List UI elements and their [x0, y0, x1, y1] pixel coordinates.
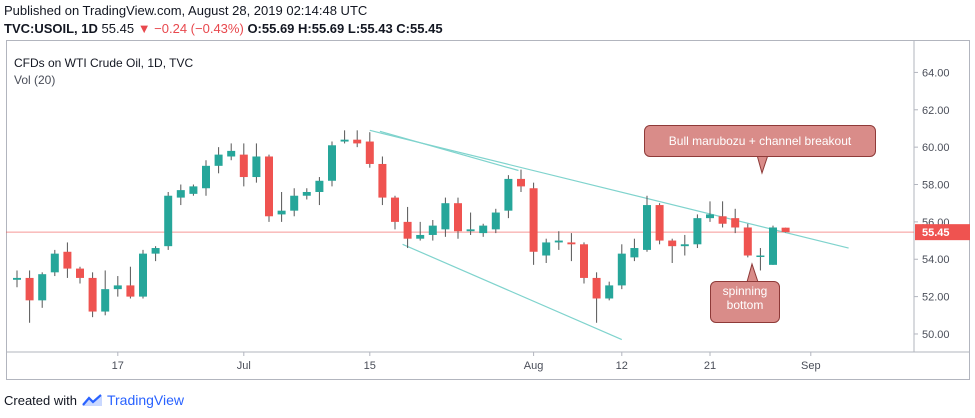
y-tick-label: 60.00 — [922, 142, 950, 154]
y-tick-label: 62.00 — [922, 105, 950, 117]
channel-trendline — [369, 129, 849, 249]
candle-up — [139, 253, 147, 297]
candle-down — [781, 227, 790, 233]
candle-up — [479, 225, 488, 234]
candle-down — [265, 156, 273, 217]
candle-up — [189, 186, 198, 194]
candle-down — [25, 277, 34, 301]
ticker-summary: TVC:USOIL, 1D 55.45 ▼ −0.24 (−0.43%) O:5… — [4, 21, 443, 36]
candle-up — [643, 205, 651, 250]
candle-up — [277, 210, 286, 215]
candle-up — [202, 165, 210, 189]
x-tick-label: 15 — [364, 360, 376, 372]
volume-indicator-label: Vol (20) — [14, 73, 56, 87]
candle-up — [227, 150, 236, 157]
candle-up — [315, 180, 324, 192]
candle-down — [668, 240, 677, 247]
candle-up — [605, 285, 614, 299]
candle-up — [38, 274, 47, 301]
x-tick-label: 12 — [616, 360, 628, 372]
channel-trendline — [379, 130, 519, 172]
x-tick-label: 21 — [704, 360, 716, 372]
candle-up — [630, 248, 639, 258]
footer-created-with: Created with — [4, 392, 77, 408]
candle-down — [391, 197, 399, 222]
candle-down — [126, 285, 135, 297]
candle-up — [214, 154, 223, 166]
candle-up — [466, 229, 475, 232]
candle-down — [655, 205, 664, 241]
candle-up — [290, 195, 299, 211]
price-change: ▼ −0.24 (−0.43%) — [137, 21, 244, 36]
candle-up — [428, 225, 437, 235]
candle-down — [76, 268, 84, 278]
x-tick-label: 17 — [112, 360, 124, 372]
candle-up — [441, 203, 450, 230]
y-tick-label: 52.00 — [922, 292, 950, 304]
candle-up — [680, 244, 689, 247]
last-price-box — [915, 224, 970, 241]
y-tick-label: 64.00 — [922, 67, 950, 79]
candle-up — [302, 191, 311, 196]
x-tick-label: Sep — [801, 360, 821, 372]
candlestick-chart[interactable]: 64.0062.0060.0058.0056.0054.0052.0050.00… — [6, 40, 970, 380]
candle-down — [353, 139, 362, 144]
candle-down — [403, 221, 412, 239]
symbol-label: TVC:USOIL, 1D — [4, 21, 98, 36]
annotation-marubozu: Bull marubozu + channel breakout — [644, 125, 876, 157]
y-tick-label: 50.00 — [922, 329, 950, 341]
candle-up — [769, 227, 777, 265]
footer: Created with TradingView — [4, 392, 184, 408]
tradingview-logo-icon — [81, 394, 102, 406]
candle-down — [517, 178, 525, 187]
channel-trendline — [402, 243, 623, 341]
x-tick-label: Jul — [237, 360, 251, 372]
candle-up — [706, 214, 714, 219]
candle-down — [592, 277, 601, 299]
last-price-label: 55.45 — [922, 227, 950, 239]
x-tick-label: Aug — [524, 360, 544, 372]
candle-down — [567, 242, 576, 245]
footer-brand[interactable]: TradingView — [106, 392, 185, 408]
candle-up — [756, 255, 765, 258]
candle-down — [378, 163, 387, 198]
candle-up — [13, 277, 21, 280]
candle-up — [416, 234, 425, 239]
candle-down — [88, 277, 97, 312]
annotation-pointer-2 — [746, 262, 759, 283]
y-tick-label: 58.00 — [922, 180, 950, 192]
ohlc-values: O:55.69 H:55.69 L:55.43 C:55.45 — [247, 21, 443, 36]
candle-down — [529, 188, 538, 252]
candle-up — [50, 253, 59, 273]
candle-up — [693, 218, 702, 245]
candle-down — [580, 244, 588, 278]
candle-up — [113, 285, 122, 290]
candle-up — [617, 253, 626, 286]
annotation-pointer-1 — [756, 154, 769, 175]
candle-up — [176, 190, 185, 198]
candle-up — [340, 139, 349, 142]
candle-up — [151, 248, 160, 254]
candle-down — [365, 141, 374, 164]
candle-up — [491, 212, 500, 230]
candle-up — [101, 289, 110, 312]
candle-up — [252, 156, 261, 178]
candle-down — [718, 216, 727, 224]
published-line: Published on TradingView.com, August 28,… — [4, 3, 368, 18]
candle-down — [743, 227, 752, 256]
last-price: 55.45 — [101, 21, 135, 36]
annotation-spinning-bottom: spinning bottom — [710, 281, 780, 323]
candle-up — [554, 240, 563, 243]
y-tick-label: 54.00 — [922, 254, 950, 266]
candle-up — [504, 178, 513, 211]
candle-up — [328, 145, 336, 181]
candle-down — [63, 251, 72, 269]
series-title: CFDs on WTI Crude Oil, 1D, TVC — [14, 56, 194, 70]
candle-down — [731, 218, 740, 228]
candle-up — [542, 242, 551, 256]
candle-down — [454, 203, 462, 232]
candle-up — [164, 195, 173, 247]
candle-down — [239, 154, 248, 178]
